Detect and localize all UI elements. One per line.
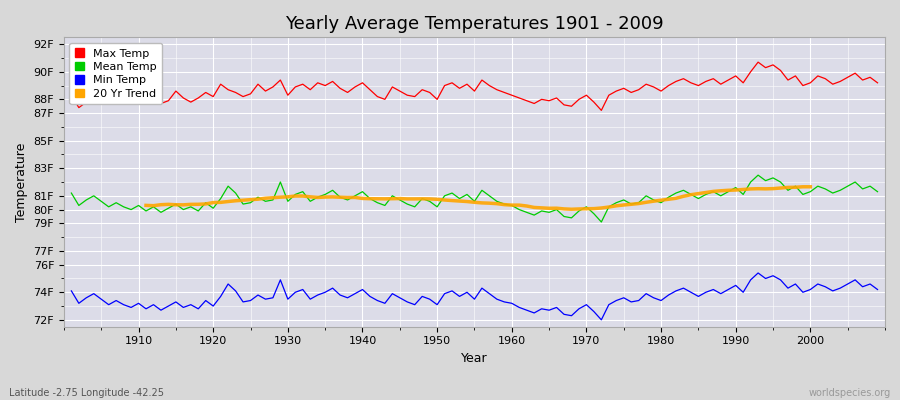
Title: Yearly Average Temperatures 1901 - 2009: Yearly Average Temperatures 1901 - 2009: [285, 15, 664, 33]
X-axis label: Year: Year: [461, 352, 488, 365]
Legend: Max Temp, Mean Temp, Min Temp, 20 Yr Trend: Max Temp, Mean Temp, Min Temp, 20 Yr Tre…: [69, 43, 162, 104]
Text: Latitude -2.75 Longitude -42.25: Latitude -2.75 Longitude -42.25: [9, 388, 164, 398]
Y-axis label: Temperature: Temperature: [15, 142, 28, 222]
Text: worldspecies.org: worldspecies.org: [809, 388, 891, 398]
